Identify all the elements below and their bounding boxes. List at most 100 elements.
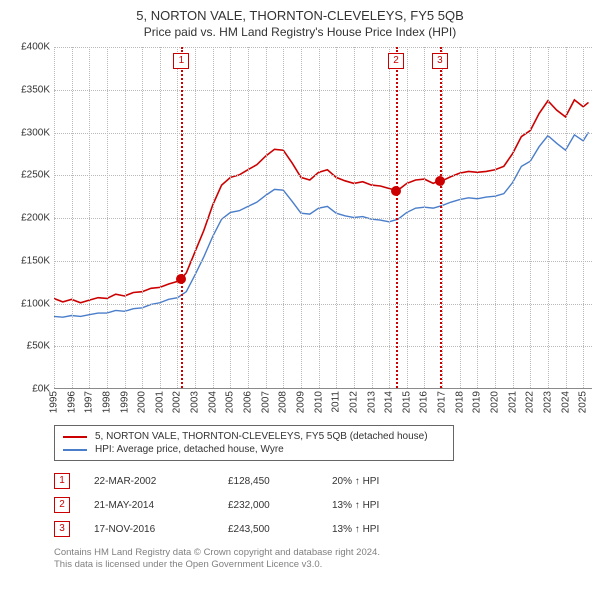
y-tick-label: £150K bbox=[21, 255, 50, 266]
gridline-v bbox=[566, 47, 567, 388]
sale-number-box: 1 bbox=[54, 473, 70, 489]
sale-price: £243,500 bbox=[228, 524, 308, 535]
gridline-h bbox=[54, 218, 592, 219]
gridline-v bbox=[336, 47, 337, 388]
marker-number-box: 2 bbox=[388, 53, 404, 69]
sale-date: 21-MAY-2014 bbox=[94, 500, 204, 511]
gridline-v bbox=[389, 47, 390, 388]
y-axis: £0K£50K£100K£150K£200K£250K£300K£350K£40… bbox=[8, 47, 54, 389]
legend-label: HPI: Average price, detached house, Wyre bbox=[95, 444, 284, 455]
gridline-v bbox=[354, 47, 355, 388]
x-tick-label: 2024 bbox=[560, 391, 571, 413]
legend-swatch bbox=[63, 436, 87, 438]
x-tick-label: 2020 bbox=[489, 391, 500, 413]
gridline-v bbox=[72, 47, 73, 388]
marker-line bbox=[396, 47, 398, 388]
x-tick-label: 2022 bbox=[525, 391, 536, 413]
x-tick-label: 2015 bbox=[401, 391, 412, 413]
legend-item: HPI: Average price, detached house, Wyre bbox=[63, 443, 445, 456]
x-tick-label: 2019 bbox=[472, 391, 483, 413]
gridline-v bbox=[372, 47, 373, 388]
x-tick-label: 1997 bbox=[84, 391, 95, 413]
y-tick-label: £0K bbox=[32, 384, 50, 395]
x-tick-label: 2008 bbox=[278, 391, 289, 413]
gridline-v bbox=[125, 47, 126, 388]
gridline-v bbox=[142, 47, 143, 388]
gridline-h bbox=[54, 261, 592, 262]
gridline-v bbox=[424, 47, 425, 388]
x-tick-label: 1996 bbox=[66, 391, 77, 413]
x-tick-label: 1998 bbox=[101, 391, 112, 413]
gridline-v bbox=[230, 47, 231, 388]
x-tick-label: 2004 bbox=[207, 391, 218, 413]
gridline-v bbox=[301, 47, 302, 388]
x-tick-label: 2016 bbox=[419, 391, 430, 413]
x-tick-label: 2025 bbox=[578, 391, 589, 413]
sale-price: £232,000 bbox=[228, 500, 308, 511]
marker-line bbox=[440, 47, 442, 388]
sale-date: 22-MAR-2002 bbox=[94, 476, 204, 487]
x-tick-label: 2007 bbox=[260, 391, 271, 413]
chart-area: £0K£50K£100K£150K£200K£250K£300K£350K£40… bbox=[8, 47, 592, 417]
y-tick-label: £250K bbox=[21, 170, 50, 181]
y-tick-label: £350K bbox=[21, 84, 50, 95]
chart-subtitle: Price paid vs. HM Land Registry's House … bbox=[8, 25, 592, 39]
footer-line1: Contains HM Land Registry data © Crown c… bbox=[54, 547, 592, 559]
gridline-h bbox=[54, 346, 592, 347]
marker-dot bbox=[391, 186, 401, 196]
sale-row: 317-NOV-2016£243,50013% ↑ HPI bbox=[54, 517, 592, 541]
x-tick-label: 2011 bbox=[331, 391, 342, 413]
gridline-v bbox=[266, 47, 267, 388]
gridline-v bbox=[477, 47, 478, 388]
gridline-v bbox=[407, 47, 408, 388]
sale-price: £128,450 bbox=[228, 476, 308, 487]
y-tick-label: £300K bbox=[21, 127, 50, 138]
gridline-v bbox=[54, 47, 55, 388]
x-tick-label: 1995 bbox=[49, 391, 60, 413]
gridline-v bbox=[283, 47, 284, 388]
x-tick-label: 2009 bbox=[295, 391, 306, 413]
sale-row: 1 22-MAR-2002 £128,450 20% ↑ HPI bbox=[54, 469, 592, 493]
y-tick-label: £200K bbox=[21, 213, 50, 224]
marker-dot bbox=[435, 176, 445, 186]
x-tick-label: 2001 bbox=[154, 391, 165, 413]
gridline-v bbox=[495, 47, 496, 388]
legend: 5, NORTON VALE, THORNTON-CLEVELEYS, FY5 … bbox=[54, 425, 454, 461]
x-tick-label: 2003 bbox=[190, 391, 201, 413]
gridline-v bbox=[177, 47, 178, 388]
gridline-v bbox=[107, 47, 108, 388]
x-tick-label: 2002 bbox=[172, 391, 183, 413]
chart-title: 5, NORTON VALE, THORNTON-CLEVELEYS, FY5 … bbox=[8, 8, 592, 23]
y-tick-label: £100K bbox=[21, 298, 50, 309]
marker-dot bbox=[176, 274, 186, 284]
x-tick-label: 2017 bbox=[437, 391, 448, 413]
gridline-v bbox=[513, 47, 514, 388]
x-tick-label: 2018 bbox=[454, 391, 465, 413]
marker-number-box: 3 bbox=[432, 53, 448, 69]
x-axis: 1995199619971998199920002001200220032004… bbox=[54, 389, 592, 417]
x-tick-label: 2010 bbox=[313, 391, 324, 413]
x-tick-label: 2021 bbox=[507, 391, 518, 413]
series-price bbox=[54, 100, 589, 303]
sale-number-box: 2 bbox=[54, 497, 70, 513]
sale-hpi-delta: 13% ↑ HPI bbox=[332, 500, 379, 511]
x-tick-label: 2005 bbox=[225, 391, 236, 413]
plot-area: 1 2 3 bbox=[54, 47, 592, 389]
gridline-v bbox=[89, 47, 90, 388]
marker-number-box: 1 bbox=[173, 53, 189, 69]
gridline-v bbox=[195, 47, 196, 388]
gridline-v bbox=[530, 47, 531, 388]
gridline-v bbox=[213, 47, 214, 388]
sale-number-box: 3 bbox=[54, 521, 70, 537]
legend-swatch bbox=[63, 449, 87, 451]
footer-attribution: Contains HM Land Registry data © Crown c… bbox=[54, 547, 592, 572]
sale-hpi-delta: 20% ↑ HPI bbox=[332, 476, 379, 487]
y-tick-label: £50K bbox=[27, 341, 50, 352]
x-tick-label: 2023 bbox=[542, 391, 553, 413]
x-tick-label: 2013 bbox=[366, 391, 377, 413]
sale-row: 2 21-MAY-2014 £232,000 13% ↑ HPI bbox=[54, 493, 592, 517]
footer-line2: This data is licensed under the Open Gov… bbox=[54, 559, 592, 571]
legend-label: 5, NORTON VALE, THORNTON-CLEVELEYS, FY5 … bbox=[95, 431, 428, 442]
gridline-v bbox=[548, 47, 549, 388]
x-tick-label: 2014 bbox=[384, 391, 395, 413]
